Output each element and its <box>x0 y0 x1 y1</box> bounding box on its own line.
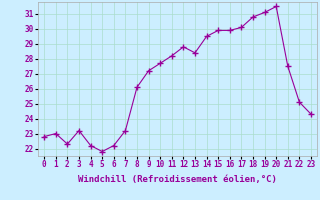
X-axis label: Windchill (Refroidissement éolien,°C): Windchill (Refroidissement éolien,°C) <box>78 175 277 184</box>
